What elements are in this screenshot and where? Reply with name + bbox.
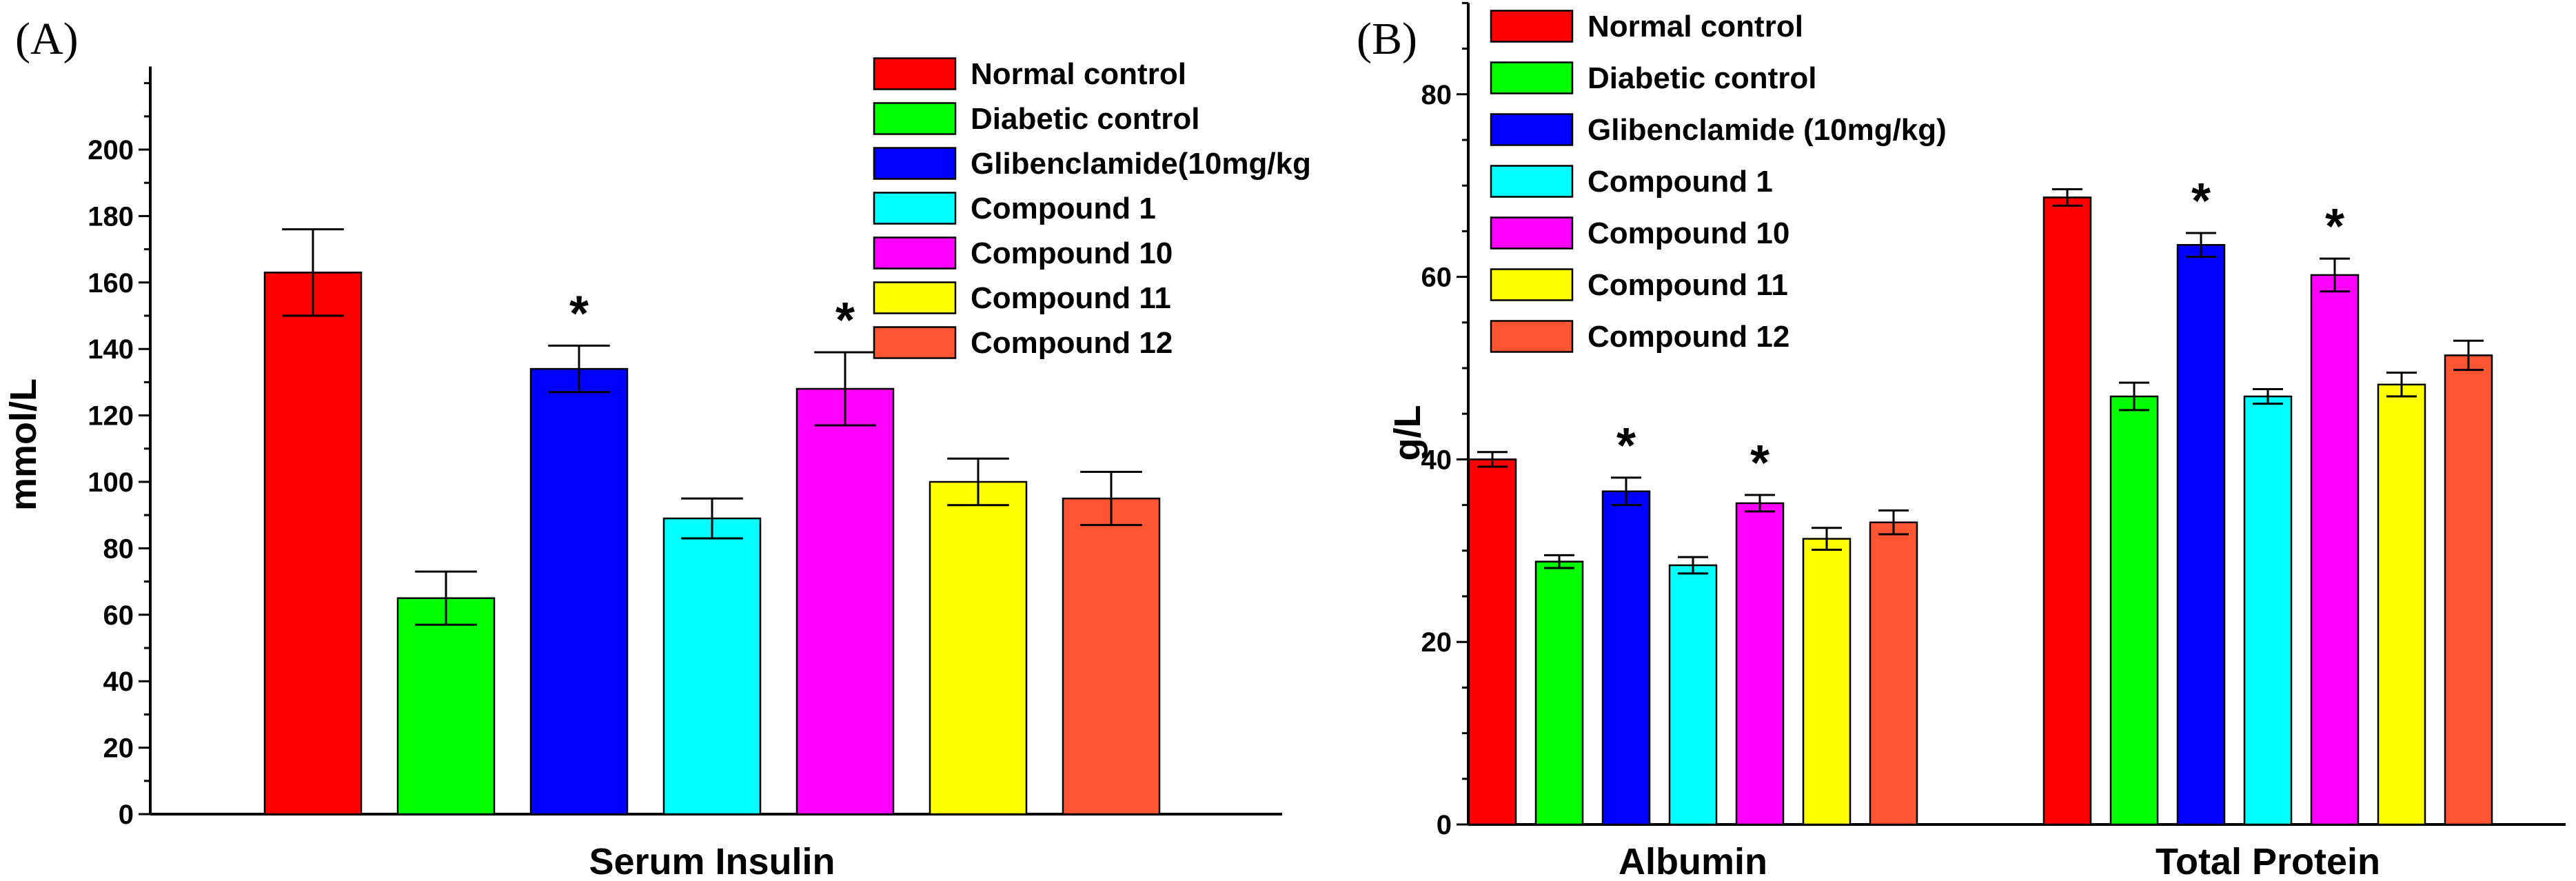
legend-label: Diabetic control xyxy=(971,102,1200,136)
legend-label: Compound 11 xyxy=(971,281,1171,315)
legend-swatch xyxy=(1490,10,1574,43)
y-tick-label: 120 xyxy=(88,401,134,432)
significance-marker: * xyxy=(569,286,589,341)
y-axis-label: g/L xyxy=(1387,405,1428,461)
legend-label: Normal control xyxy=(1588,10,1803,43)
bar xyxy=(1802,538,1852,826)
bar xyxy=(1735,502,1785,826)
bar xyxy=(2310,274,2360,826)
bar xyxy=(2109,395,2159,826)
legend-label: Compound 1 xyxy=(971,192,1156,225)
y-tick-label: 60 xyxy=(103,600,134,631)
legend-label: Compound 1 xyxy=(1588,165,1773,199)
legend-swatch xyxy=(873,326,957,359)
bar xyxy=(1062,497,1161,816)
significance-marker: * xyxy=(1616,418,1636,474)
legend-swatch xyxy=(1490,61,1574,94)
bar xyxy=(1601,490,1651,826)
bar xyxy=(263,272,363,816)
y-tick-label: 20 xyxy=(1421,627,1452,658)
legend-swatch xyxy=(1490,268,1574,301)
bar xyxy=(1668,564,1718,826)
legend-swatch xyxy=(873,281,957,314)
y-tick-label: 100 xyxy=(88,467,134,498)
y-tick-label: 160 xyxy=(88,268,134,298)
y-tick-label: 140 xyxy=(88,334,134,365)
legend-label: Compound 10 xyxy=(971,236,1173,270)
x-category-label: Albumin xyxy=(1619,841,1767,881)
legend-label: Compound 12 xyxy=(1588,320,1789,354)
y-tick-label: 80 xyxy=(103,534,134,564)
legend-swatch xyxy=(873,192,957,225)
bar xyxy=(2444,354,2493,826)
bar xyxy=(396,597,496,816)
y-tick-label: 80 xyxy=(1421,80,1452,110)
panel-a-chart: (A) 0 20 40 60 80 100 120 140 160 180 200 mmol/L Seru… xyxy=(3,14,1311,881)
significance-marker: * xyxy=(1750,436,1769,491)
y-tick-label: 200 xyxy=(88,135,134,165)
legend-label: Glibenclamide (10mg/kg) xyxy=(1588,113,1947,147)
legend-label: Diabetic control xyxy=(1588,61,1817,95)
x-axis-label: Serum Insulin xyxy=(589,841,835,881)
bar xyxy=(529,367,629,816)
legend-swatch xyxy=(1490,216,1574,250)
bar xyxy=(2176,244,2226,826)
bar xyxy=(662,517,762,816)
legend-label: Compound 10 xyxy=(1588,216,1789,250)
legend-swatch xyxy=(873,102,957,135)
legend-swatch xyxy=(873,57,957,90)
bar xyxy=(1869,521,1918,826)
bar xyxy=(795,387,895,816)
panel-label: (A) xyxy=(15,14,79,64)
legend-label: Compound 12 xyxy=(971,326,1173,360)
significance-marker: * xyxy=(2325,199,2344,254)
y-tick-label: 40 xyxy=(1421,445,1452,475)
legend-swatch xyxy=(1490,113,1574,146)
bar xyxy=(2377,383,2426,826)
y-tick-label: 40 xyxy=(103,667,134,697)
legend-label: Glibenclamide(10mg/kg xyxy=(971,147,1311,181)
legend-swatch xyxy=(873,147,957,180)
y-tick-label: 0 xyxy=(119,800,134,830)
significance-marker: * xyxy=(835,293,855,348)
panel-b-chart: (B) 0 20 40 60 80 g/L Albumin Total Protein * * * * N… xyxy=(1357,1,2566,881)
y-tick-label: 180 xyxy=(88,201,134,232)
legend-label: Normal control xyxy=(971,57,1186,91)
legend-swatch xyxy=(1490,165,1574,198)
bar xyxy=(2042,196,2092,826)
bar xyxy=(1534,560,1584,826)
y-tick-label: 20 xyxy=(103,733,134,764)
y-tick-label: 60 xyxy=(1421,263,1452,293)
bar xyxy=(1468,458,1517,826)
bar xyxy=(2243,395,2293,826)
legend-swatch xyxy=(1490,320,1574,353)
x-category-label: Total Protein xyxy=(2156,841,2380,881)
legend-label: Compound 11 xyxy=(1588,268,1788,302)
bar xyxy=(929,480,1028,816)
legend-swatch xyxy=(873,236,957,270)
significance-marker: * xyxy=(2191,174,2211,229)
y-axis-label: mmol/L xyxy=(3,378,44,511)
panel-label: (B) xyxy=(1357,14,1417,64)
y-tick-label: 0 xyxy=(1437,810,1452,840)
